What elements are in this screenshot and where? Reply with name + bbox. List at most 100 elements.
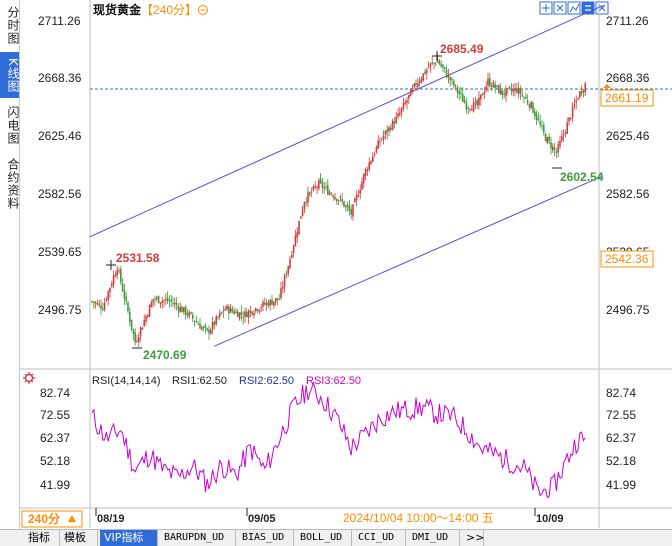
candle-body [210, 329, 212, 334]
channel-upper-line[interactable] [89, 5, 604, 238]
triangle-up-icon[interactable] [68, 515, 76, 522]
candle-body [395, 116, 397, 124]
candle-body [156, 297, 158, 299]
candle-body [503, 93, 505, 95]
rsi-axis-label-left: 72.55 [40, 408, 70, 422]
candle-body [249, 310, 252, 313]
candle-body [103, 302, 106, 310]
candle-body [424, 71, 426, 74]
candle-body [318, 180, 320, 189]
candle-body [138, 337, 140, 343]
candle-body [222, 310, 225, 312]
candle-body [471, 109, 473, 111]
candle-body [575, 100, 577, 103]
candle-body [573, 104, 576, 107]
collapse-icon[interactable] [553, 1, 567, 15]
tab-indicators[interactable]: 指标 [24, 530, 60, 546]
candle-body [247, 311, 250, 318]
candle-body [364, 169, 367, 176]
circle-minus-icon[interactable] [198, 5, 208, 15]
candle-body [325, 186, 327, 188]
candle-body [100, 305, 102, 309]
candle-body [521, 95, 523, 97]
candle-body [292, 245, 295, 254]
candle-body [528, 103, 531, 108]
cursor-price-box [600, 250, 654, 268]
candle-body [579, 91, 581, 98]
candle-body [312, 186, 315, 191]
candle-body [494, 84, 496, 88]
candle-body [123, 289, 126, 299]
candle-body [195, 321, 198, 323]
rsi-axis-label-left: 41.99 [40, 478, 70, 492]
candle-body [539, 121, 541, 125]
candle-body [372, 156, 374, 162]
sidebar-tab-contract[interactable]: 合约资料 [6, 158, 20, 210]
tab-barupdn[interactable]: BARUPDN_UD [160, 530, 236, 546]
candle-body [384, 130, 387, 135]
chart-area[interactable]: 现货黄金 【240分】 2711.26 2668.36 2625.46 2582… [20, 0, 672, 529]
candle-body [307, 192, 309, 203]
rsi-axis-label-right: 41.99 [606, 478, 636, 492]
candle-body [345, 205, 347, 207]
candle-body [348, 206, 351, 211]
candle-body [147, 315, 149, 317]
sidebar-tab-kline[interactable]: K线图 [0, 52, 20, 98]
candle-body [393, 121, 396, 125]
candle-body [148, 305, 151, 317]
chart-style-icon[interactable] [567, 1, 581, 15]
sidebar-tab-flash[interactable]: 闪电图 [6, 105, 20, 145]
tab-bias[interactable]: BIAS_UD [238, 530, 294, 546]
candle-body [465, 102, 468, 110]
tab-dmi[interactable]: DMI_UD [408, 530, 460, 546]
rsi-axis-label-right: 52.18 [606, 454, 636, 468]
candle-body [397, 113, 399, 117]
candle-body [426, 69, 428, 73]
candle-body [258, 309, 261, 312]
candle-body [283, 275, 286, 288]
period-box[interactable] [21, 510, 83, 528]
tab-boll[interactable]: BOLL_UD [296, 530, 352, 546]
rsi-axis-label-right: 82.74 [606, 386, 636, 400]
candle-body [334, 197, 336, 200]
candle-body [391, 120, 394, 130]
candle-body [274, 298, 277, 303]
candle-body [235, 311, 237, 314]
tab-cci[interactable]: CCI_UD [354, 530, 406, 546]
candle-body [415, 83, 417, 86]
price-axis-label-left: 2625.46 [38, 129, 82, 143]
candle-body [350, 209, 352, 215]
tab-more[interactable]: >> [462, 530, 484, 546]
candle-body [379, 141, 381, 143]
candle-body [355, 195, 358, 200]
candle-body [208, 329, 210, 334]
candle-body [404, 102, 406, 105]
tab-template[interactable]: 模板 [60, 530, 98, 546]
candle-body [116, 270, 118, 275]
candle-body [481, 93, 484, 96]
candle-body [381, 138, 383, 140]
candle-body [201, 327, 203, 330]
candle-body [136, 340, 138, 342]
candle-body [413, 83, 415, 87]
candle-body [152, 299, 154, 303]
candle-body [190, 312, 192, 314]
channel-lower-line[interactable] [214, 175, 604, 347]
candle-body [219, 312, 221, 317]
candle-body [435, 63, 437, 65]
candle-body [363, 173, 365, 183]
tab-vip-indicators[interactable]: VIP指标 [100, 530, 158, 546]
candle-body [543, 125, 545, 133]
candle-body [141, 327, 144, 330]
candle-body [231, 309, 234, 312]
expand-icon[interactable] [539, 1, 553, 15]
settings-gear-icon[interactable] [23, 372, 35, 384]
candle-body [447, 75, 450, 78]
cursor-price-label: 2542.36 [605, 252, 649, 266]
candle-body [480, 94, 482, 100]
candle-body [183, 307, 185, 313]
candle-body [134, 332, 136, 343]
candle-body [150, 302, 153, 307]
sidebar-tab-timeshare[interactable]: 分时图 [6, 5, 20, 45]
period-label: 【240分】 [141, 3, 197, 17]
